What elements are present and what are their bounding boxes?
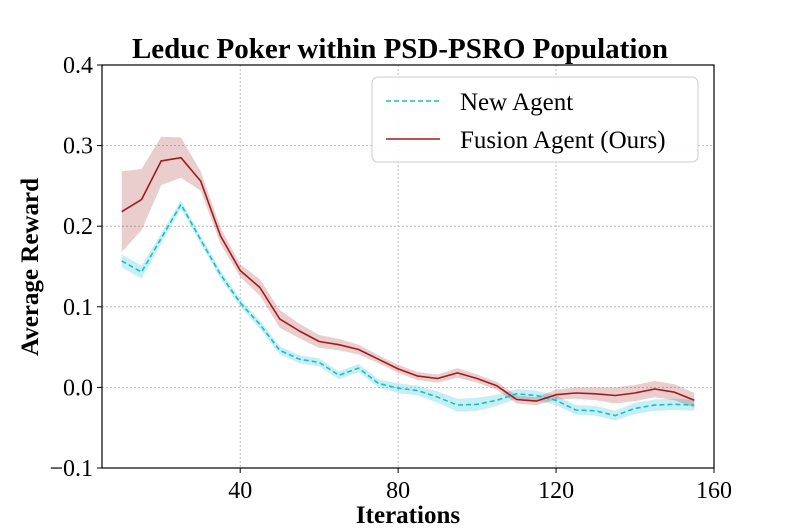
data-point-series-1: [575, 392, 577, 394]
data-point-series-0: [456, 404, 458, 406]
data-point-series-0: [417, 389, 419, 391]
data-point-series-0: [476, 403, 478, 405]
data-point-series-0: [200, 239, 202, 241]
legend-label-new-agent: New Agent: [460, 89, 573, 116]
x-tick-label: 40: [228, 478, 252, 504]
data-point-series-1: [200, 180, 202, 182]
data-point-series-0: [594, 410, 596, 412]
data-point-series-1: [417, 375, 419, 377]
data-point-series-1: [397, 368, 399, 370]
data-point-series-0: [160, 237, 162, 239]
data-point-series-0: [357, 367, 359, 369]
legend-label-fusion-agent: Fusion Agent (Ours): [460, 127, 666, 154]
data-point-series-1: [279, 318, 281, 320]
y-tick-label: 0.4: [63, 53, 93, 79]
data-point-series-1: [239, 269, 241, 271]
data-point-series-0: [575, 409, 577, 411]
data-point-series-1: [298, 330, 300, 332]
data-point-series-1: [515, 398, 517, 400]
data-point-series-1: [496, 385, 498, 387]
data-point-series-1: [140, 198, 142, 200]
data-point-series-0: [535, 394, 537, 396]
data-point-series-0: [555, 399, 557, 401]
y-tick-label: 0.2: [63, 214, 93, 240]
data-point-series-0: [298, 358, 300, 360]
data-point-series-1: [673, 391, 675, 393]
chart-title: Leduc Poker within PSD-PSRO Population: [132, 33, 668, 65]
x-axis-label: Iterations: [356, 502, 460, 529]
data-point-series-1: [219, 235, 221, 237]
data-point-series-1: [377, 358, 379, 360]
x-tick-label: 80: [386, 478, 410, 504]
data-point-series-0: [338, 374, 340, 376]
data-point-series-0: [377, 382, 379, 384]
data-point-series-1: [456, 372, 458, 374]
data-point-series-0: [318, 361, 320, 363]
data-point-series-0: [180, 203, 182, 205]
x-tick-label: 160: [696, 478, 732, 504]
data-point-series-1: [535, 400, 537, 402]
y-tick-label: 0.1: [63, 295, 93, 321]
data-point-series-0: [654, 404, 656, 406]
data-point-series-1: [160, 160, 162, 162]
data-point-series-0: [496, 399, 498, 401]
y-tick-label: −0.1: [49, 456, 93, 482]
legend: New Agent Fusion Agent (Ours): [371, 76, 699, 163]
data-point-series-0: [279, 349, 281, 351]
data-point-series-0: [673, 403, 675, 405]
data-point-series-0: [515, 393, 517, 395]
data-point-series-1: [180, 157, 182, 159]
series-line-1: [121, 156, 695, 402]
data-point-series-1: [476, 377, 478, 379]
data-point-series-1: [634, 392, 636, 394]
data-point-series-1: [357, 348, 359, 350]
data-point-series-1: [693, 399, 695, 401]
confidence-band-series-1: [121, 136, 695, 408]
data-point-series-0: [121, 260, 123, 262]
data-point-series-1: [436, 377, 438, 379]
x-tick-label: 120: [538, 478, 574, 504]
data-point-series-1: [318, 340, 320, 342]
data-point-series-1: [259, 286, 261, 288]
plot-frame: [101, 64, 715, 469]
data-point-series-1: [594, 393, 596, 395]
y-tick-label: 0.3: [63, 134, 93, 160]
y-tick-label: 0.0: [63, 375, 93, 401]
series-lines: [121, 156, 695, 417]
data-point-series-0: [259, 323, 261, 325]
data-point-series-0: [436, 396, 438, 398]
y-axis-label: Average Reward: [17, 178, 44, 356]
data-point-series-0: [239, 302, 241, 304]
data-point-series-1: [555, 394, 557, 396]
confidence-bands: [121, 136, 695, 421]
data-point-series-1: [121, 211, 123, 213]
data-point-series-0: [140, 271, 142, 273]
data-point-series-1: [338, 344, 340, 346]
axis-ticks: 40 80 120 160 −0.1 0.0 0.1 0.2 0.3 0.4: [49, 53, 732, 504]
data-point-series-1: [654, 388, 656, 390]
series-line-0: [121, 203, 695, 417]
legend-box: [371, 76, 699, 163]
data-point-series-0: [634, 407, 636, 409]
data-point-series-0: [397, 387, 399, 389]
data-point-series-0: [219, 273, 221, 275]
data-point-series-0: [614, 414, 616, 416]
data-point-series-0: [693, 404, 695, 406]
data-point-series-1: [614, 394, 616, 396]
